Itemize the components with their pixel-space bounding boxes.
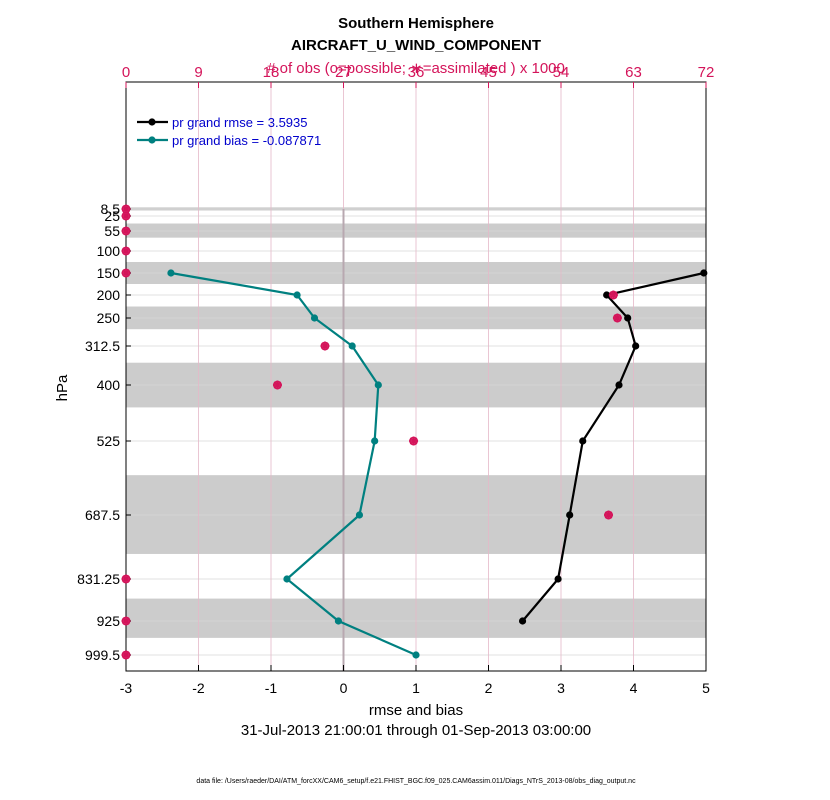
top-axis-label: # of obs (o=possible; ∗=assimilated ) x …	[267, 60, 565, 77]
top-tick-label: 0	[122, 64, 130, 81]
y-tick-label: 150	[97, 265, 121, 281]
bias-point	[355, 511, 364, 519]
rmse-point	[554, 575, 562, 583]
top-tick-label: 36	[408, 64, 425, 81]
bias-point	[374, 381, 382, 389]
x-tick-label: 5	[702, 680, 710, 696]
obs-assimilated-marker	[121, 616, 131, 626]
x-tick-label: -3	[120, 680, 133, 696]
top-tick-label: 72	[698, 64, 715, 81]
y-tick-label: 250	[97, 310, 121, 326]
bias-point	[167, 269, 175, 277]
top-tick-label: 18	[263, 64, 280, 81]
obs-assimilated-marker	[121, 226, 131, 236]
obs-assimilated-marker	[121, 268, 131, 278]
top-tick-label: 63	[625, 64, 642, 81]
legend-bias-label: pr grand bias = -0.087871	[172, 133, 321, 148]
obs-assimilated-marker	[121, 211, 131, 221]
y-tick-label: 831.25	[77, 571, 120, 587]
y-tick-label: 8.5	[101, 201, 121, 217]
footnote: data file: /Users/raeder/DAI/ATM_forcXX/…	[196, 778, 636, 785]
rmse-point	[603, 291, 611, 299]
rmse-point	[615, 381, 623, 389]
top-tick-label: 45	[480, 64, 497, 81]
x-tick-label: 2	[485, 680, 493, 696]
rmse-point	[700, 269, 708, 277]
obs-assimilated-marker	[121, 246, 131, 256]
top-tick-label: 9	[194, 64, 202, 81]
bias-point	[334, 617, 343, 625]
bias-point	[371, 437, 379, 445]
bias-point	[283, 575, 291, 583]
obs-assimilated-marker	[612, 313, 622, 323]
y-tick-label: 312.5	[85, 338, 120, 354]
rmse-point	[566, 511, 574, 519]
obs-assimilated-marker	[121, 574, 131, 584]
legend-rmse-marker	[148, 118, 156, 126]
obs-assimilated-marker	[608, 290, 618, 300]
obs-assimilated-marker	[604, 510, 614, 520]
y-tick-label: 55	[104, 223, 120, 239]
rmse-point	[632, 342, 640, 350]
top-tick-label: 27	[335, 64, 352, 81]
obs-assimilated-marker	[121, 204, 131, 214]
y-axis-label: hPa	[54, 374, 71, 401]
legend-rmse-label: pr grand rmse = 3.5935	[172, 115, 308, 130]
x-tick-label: -2	[192, 680, 205, 696]
bias-point	[412, 651, 420, 659]
bias-point	[348, 342, 356, 350]
x-axis-label: rmse and bias	[369, 702, 463, 719]
rmse-point	[579, 437, 587, 445]
rmse-point	[518, 617, 527, 625]
y-tick-label: 525	[97, 433, 121, 449]
top-tick-label: 54	[553, 64, 570, 81]
x-tick-label: 3	[557, 680, 565, 696]
y-tick-label: 999.5	[85, 647, 120, 663]
bias-line	[170, 271, 417, 657]
obs-assimilated-marker	[121, 650, 131, 660]
y-tick-label: 400	[97, 377, 121, 393]
x-tick-label: -1	[265, 680, 278, 696]
obs-assimilated-marker	[409, 436, 419, 446]
obs-assimilated-marker	[320, 341, 330, 351]
legend-bias-marker	[148, 136, 156, 144]
x-tick-label: 4	[630, 680, 638, 696]
y-tick-label: 25	[104, 208, 120, 224]
x-tick-label: 1	[412, 680, 420, 696]
chart-subtitle: AIRCRAFT_U_WIND_COMPONENT	[291, 37, 541, 54]
x-tick-label: 0	[340, 680, 348, 696]
rmse-point	[624, 314, 632, 322]
y-tick-label: 925	[97, 613, 121, 629]
obs-assimilated-marker	[272, 380, 282, 390]
bias-point	[293, 291, 301, 299]
date-range: 31-Jul-2013 21:00:01 through 01-Sep-2013…	[241, 722, 591, 739]
y-tick-label: 100	[97, 243, 121, 259]
y-tick-label: 200	[97, 287, 121, 303]
chart-title: Southern Hemisphere	[338, 15, 494, 32]
y-tick-label: 687.5	[85, 507, 120, 523]
bias-point	[310, 314, 319, 322]
